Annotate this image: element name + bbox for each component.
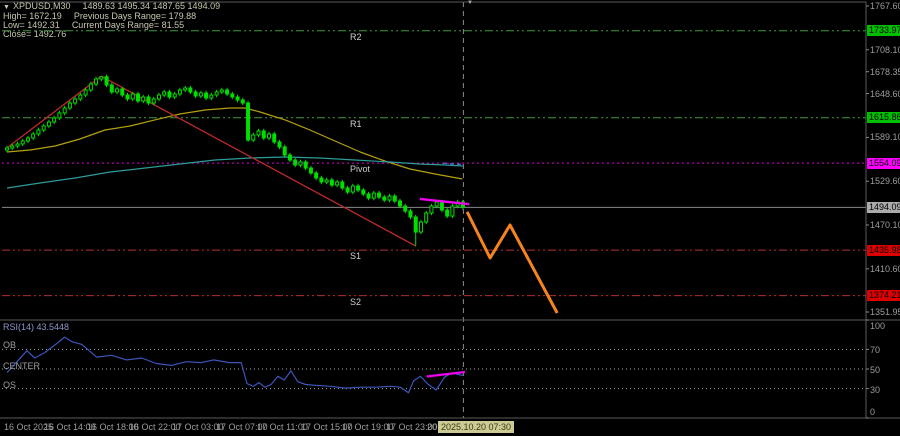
- price-badge-1435.98: 1435.98: [867, 244, 900, 256]
- time-axis-label: 16 Oct 22:00: [129, 422, 181, 432]
- time-axis-label: 17 Oct 23:00: [386, 422, 438, 432]
- time-axis-label: 17 Oct 11:00: [257, 422, 308, 432]
- time-axis-label: 20 O: [427, 422, 447, 432]
- rsi-tick: 50: [870, 365, 881, 375]
- rsi-name: RSI(14): [3, 322, 35, 332]
- header-line-close: Close= 1492.76: [3, 30, 220, 39]
- price-tick: 1708.10: [870, 44, 900, 55]
- level-label-R1: R1: [350, 118, 362, 129]
- rsi-tick: 30: [870, 384, 881, 395]
- price-tick: 1589.10: [870, 132, 900, 143]
- price-badge-1494.09: 1494.09: [867, 201, 900, 213]
- level-label-S1: S1: [350, 251, 362, 262]
- projection-series: [419, 197, 559, 314]
- previous-range-value: Previous Days Range= 179.88: [73, 11, 197, 21]
- rsi-center-label: CENTER: [3, 361, 41, 371]
- rsi-tick: 100: [870, 321, 886, 331]
- level-label-S2: S2: [350, 296, 362, 307]
- time-axis-label: 16 Oct 2025: [4, 422, 54, 432]
- level-label-R2: R2: [350, 31, 362, 42]
- level-lines: [2, 30, 866, 297]
- time-axis-label: 16 Oct 14:00: [44, 422, 96, 432]
- price-tick: 1678.35: [870, 66, 900, 77]
- time-axis-label: 16 Oct 18:00: [87, 422, 139, 432]
- price-badge-1733.97: 1733.97: [867, 25, 900, 37]
- price-tick: 1529.60: [870, 176, 900, 187]
- ohlc-readout: 1489.63 1495.34 1487.65 1494.09: [82, 1, 221, 11]
- rsi-tick: 70: [870, 345, 881, 356]
- low-value: Low= 1492.31: [3, 20, 60, 30]
- chart-header: ▼ XPDUSD,M30 1489.63 1495.34 1487.65 1494.…: [3, 2, 220, 39]
- rsi-value: 43.5448: [36, 322, 70, 332]
- rsi-indicator-label: RSI(14) 43.5448: [3, 322, 69, 332]
- price-tick: 1410.60: [870, 263, 900, 274]
- symbol-title: XPDUSD,M30: [12, 1, 71, 11]
- candles: [5, 74, 465, 246]
- price-tick: 1470.10: [870, 220, 900, 230]
- header-line-symbol: ▼ XPDUSD,M30 1489.63 1495.34 1487.65 1494.…: [3, 2, 220, 12]
- rsi-ob-label: OB: [3, 340, 17, 350]
- vline-top-marker: ▼: [467, 0, 473, 6]
- current-range-value: Current Days Range= 81.55: [71, 20, 185, 30]
- overlay-series: [6, 75, 464, 247]
- time-axis-label: 17 Oct 19:00: [342, 422, 394, 432]
- rsi-tick: 0: [870, 407, 876, 417]
- rsi-os-label: OS: [3, 380, 17, 390]
- price-badge-1374.21: 1374.21: [867, 290, 900, 302]
- price-tick: 1767.60: [870, 0, 900, 11]
- header-line-low: Low= 1492.31 Current Days Range= 81.55: [3, 21, 220, 30]
- price-badge-1554.09: 1554.09: [867, 157, 900, 169]
- time-axis-label: 17 Oct 07:00: [216, 422, 268, 432]
- price-tick: 1351.95: [870, 306, 900, 317]
- chart-frame: [0, 1, 900, 419]
- high-value: High= 1672.19: [3, 11, 62, 21]
- close-value: Close= 1492.76: [3, 29, 67, 39]
- level-label-Pivot: Pivot: [350, 164, 371, 175]
- price-badge-1615.86: 1615.86: [867, 112, 900, 124]
- symbol-marker-icon: ▼: [3, 4, 10, 11]
- rsi-panel: [2, 336, 866, 394]
- time-axis-label: 17 Oct 15:00: [301, 422, 353, 432]
- header-line-high: High= 1672.19 Previous Days Range= 179.88: [3, 12, 220, 21]
- price-tick: 1648.60: [870, 88, 900, 99]
- time-cursor-badge: 2025.10.20 07:30: [438, 421, 515, 433]
- time-axis-label: 17 Oct 03:00: [172, 422, 224, 432]
